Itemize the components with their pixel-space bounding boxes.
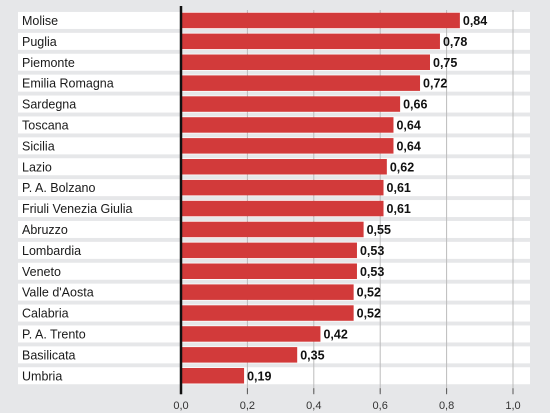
bar: [181, 33, 440, 50]
category-label: Friuli Venezia Giulia: [22, 202, 133, 216]
bar: [181, 221, 364, 238]
x-tick-label: 1,0: [505, 400, 520, 412]
category-label: Basilicata: [22, 348, 76, 362]
category-label: Emilia Romagna: [22, 77, 114, 91]
category-label: Veneto: [22, 265, 61, 279]
bar: [181, 305, 354, 321]
x-axis: 0,0 0,2 0,4 0,6 0,8 1,0: [173, 388, 521, 412]
category-label: Abruzzo: [22, 223, 68, 237]
bar: [181, 138, 394, 154]
x-tick-label: 0,4: [306, 400, 321, 412]
value-label: 0,64: [396, 118, 420, 132]
category-label: Lombardia: [22, 244, 81, 258]
category-label: P. A. Trento: [22, 327, 86, 341]
value-label: 0,61: [387, 202, 411, 216]
value-label: 0,75: [433, 56, 457, 70]
value-labels: 0,84 0,78 0,75 0,72 0,66 0,64 0,64 0,62 0,61 0,61…: [247, 14, 487, 383]
bar: [181, 75, 421, 91]
category-label: Piemonte: [22, 56, 75, 70]
bars: [181, 12, 460, 384]
bar: [181, 326, 321, 342]
category-label: Molise: [22, 14, 58, 28]
value-label: 0,53: [360, 265, 384, 279]
category-label: Umbria: [22, 369, 62, 383]
value-label: 0,64: [396, 139, 420, 153]
value-label: 0,78: [443, 35, 467, 49]
value-label: 0,84: [463, 14, 487, 28]
value-label: 0,62: [390, 160, 414, 174]
x-tick-label: 0,0: [173, 400, 188, 412]
category-label: Calabria: [22, 307, 69, 321]
value-label: 0,61: [387, 181, 411, 195]
value-label: 0,55: [367, 223, 391, 237]
category-label: Sardegna: [22, 98, 76, 112]
value-label: 0,35: [300, 348, 324, 362]
value-label: 0,42: [323, 327, 347, 341]
bar: [181, 117, 394, 133]
category-label: Toscana: [22, 118, 69, 132]
x-tick-label: 0,6: [373, 400, 388, 412]
category-label: Puglia: [22, 35, 57, 49]
value-label: 0,52: [357, 286, 381, 300]
row-band: [18, 367, 530, 385]
value-label: 0,52: [357, 307, 381, 321]
x-tick-label: 0,2: [240, 400, 255, 412]
value-label: 0,72: [423, 77, 447, 91]
category-label: Sicilia: [22, 139, 55, 153]
value-label: 0,66: [403, 98, 427, 112]
category-label: P. A. Bolzano: [22, 181, 95, 195]
bar: [181, 12, 460, 29]
bar: [181, 242, 357, 259]
bar: [181, 284, 354, 300]
bar: [181, 96, 401, 112]
row-bands: [18, 11, 530, 385]
bar: [181, 347, 298, 363]
bar: [181, 263, 357, 279]
category-label: Lazio: [22, 160, 52, 174]
category-label: Valle d'Aosta: [22, 286, 94, 300]
x-tick-label: 0,8: [439, 400, 454, 412]
bar: [181, 368, 245, 384]
category-labels: Molise Puglia Piemonte Emilia Romagna Sardeg…: [22, 14, 133, 383]
bar: [181, 200, 384, 217]
value-label: 0,53: [360, 244, 384, 258]
value-label: 0,19: [247, 369, 271, 383]
bar: [181, 54, 430, 70]
bar: [181, 179, 384, 196]
bar: [181, 159, 387, 175]
